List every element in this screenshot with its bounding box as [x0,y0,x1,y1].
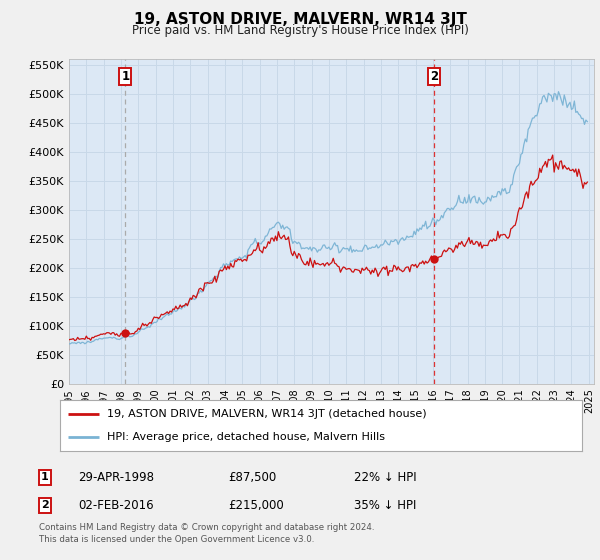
Text: £215,000: £215,000 [228,498,284,512]
Text: 1: 1 [41,472,49,482]
Text: 2: 2 [430,69,439,83]
Text: 22% ↓ HPI: 22% ↓ HPI [354,470,416,484]
Text: Contains HM Land Registry data © Crown copyright and database right 2024.: Contains HM Land Registry data © Crown c… [39,523,374,532]
Text: 19, ASTON DRIVE, MALVERN, WR14 3JT (detached house): 19, ASTON DRIVE, MALVERN, WR14 3JT (deta… [107,409,427,419]
Text: Price paid vs. HM Land Registry's House Price Index (HPI): Price paid vs. HM Land Registry's House … [131,24,469,36]
Text: 1: 1 [121,69,130,83]
Text: 35% ↓ HPI: 35% ↓ HPI [354,498,416,512]
Text: 02-FEB-2016: 02-FEB-2016 [78,498,154,512]
Text: 2: 2 [41,500,49,510]
Text: This data is licensed under the Open Government Licence v3.0.: This data is licensed under the Open Gov… [39,535,314,544]
Text: £87,500: £87,500 [228,470,276,484]
Text: 19, ASTON DRIVE, MALVERN, WR14 3JT: 19, ASTON DRIVE, MALVERN, WR14 3JT [134,12,466,27]
Text: HPI: Average price, detached house, Malvern Hills: HPI: Average price, detached house, Malv… [107,432,385,442]
Text: 29-APR-1998: 29-APR-1998 [78,470,154,484]
